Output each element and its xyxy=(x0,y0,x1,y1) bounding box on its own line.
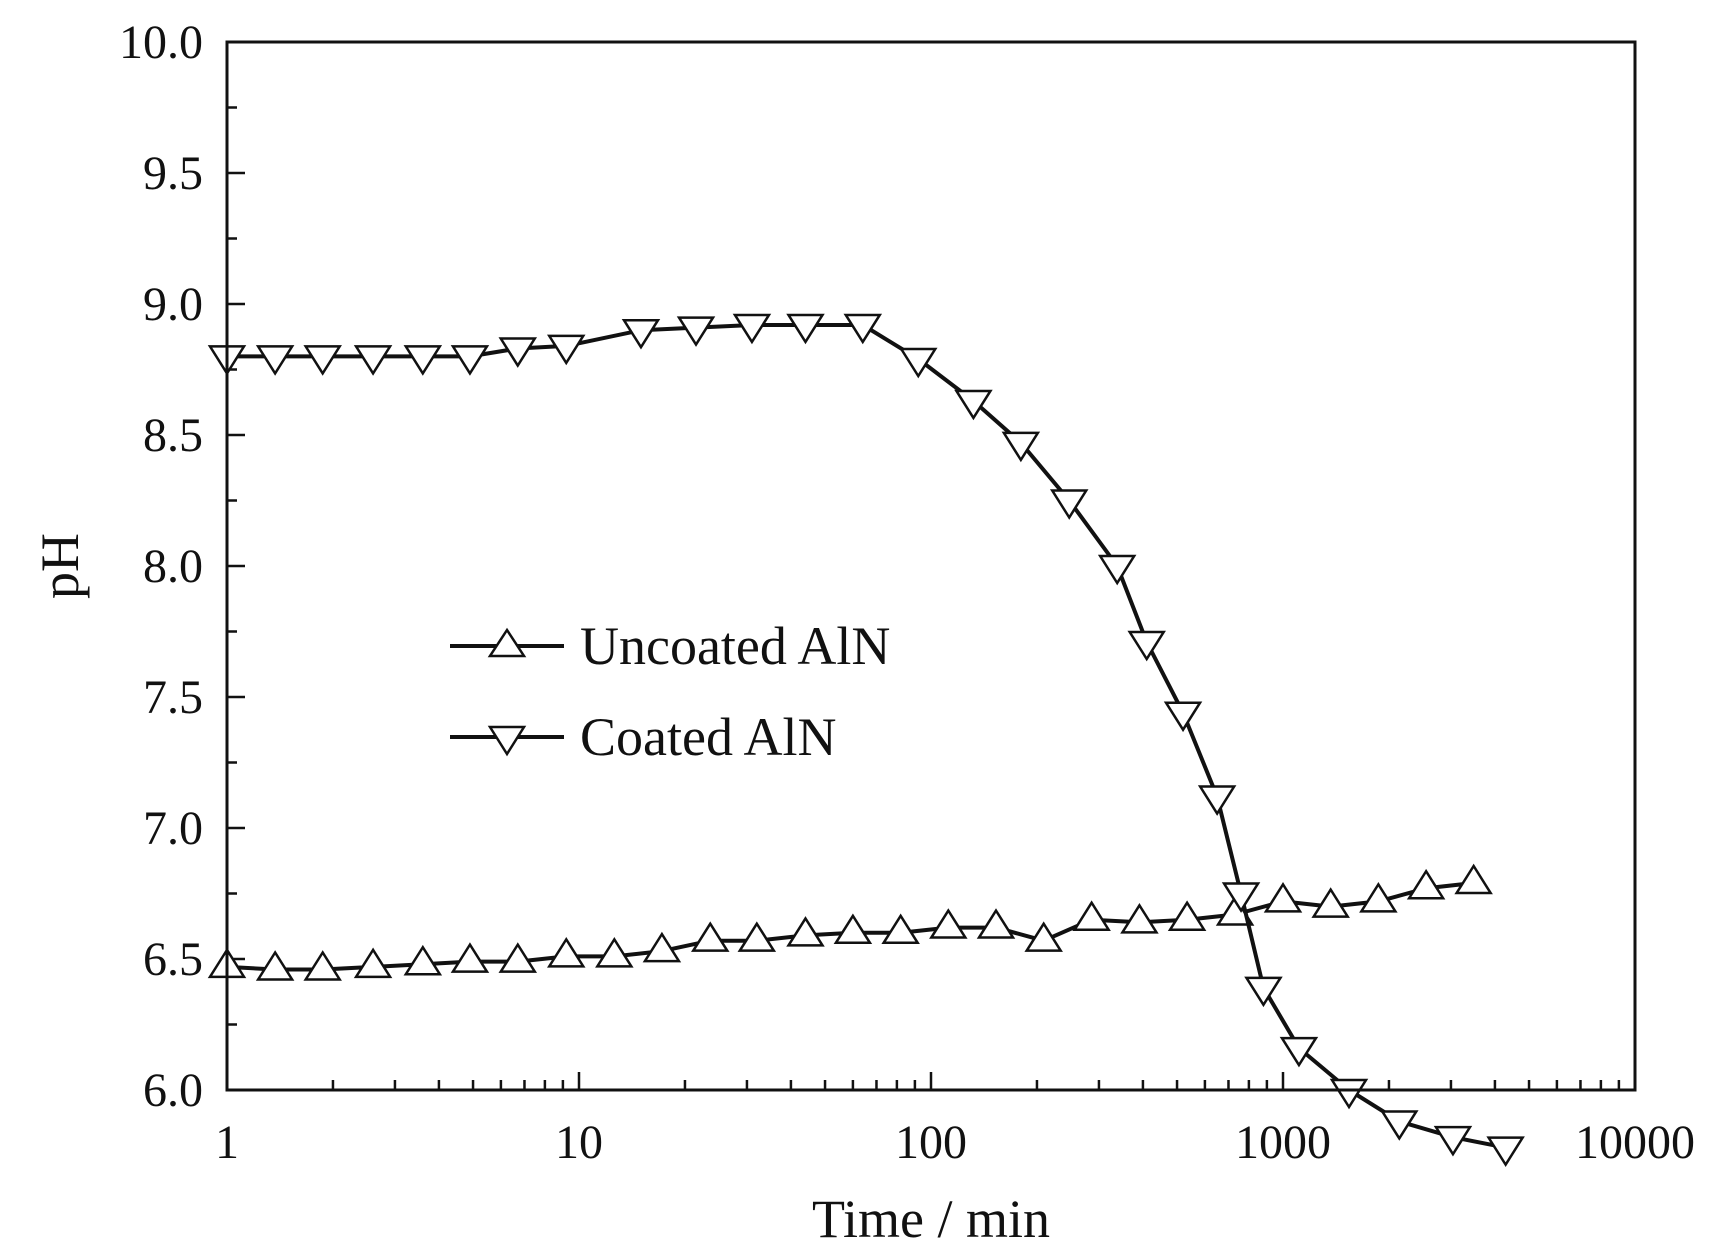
x-tick-label: 10000 xyxy=(1575,1116,1695,1169)
data-point-uncoated-aln xyxy=(1311,887,1350,918)
data-point-uncoated-aln xyxy=(1072,900,1111,931)
data-point-uncoated-aln xyxy=(833,913,873,945)
tick-labels: 1 10 100 1000 10000 6.0 6.5 7.0 7.5 8.0 8.5 9.0 9.5 1… xyxy=(119,16,1695,1169)
data-point-coated-aln xyxy=(1433,1125,1473,1157)
y-tick-label: 6.0 xyxy=(143,1064,203,1117)
data-point-uncoated-aln xyxy=(353,947,393,979)
data-point-uncoated-aln xyxy=(1120,902,1159,934)
y-tick-label: 9.0 xyxy=(143,278,203,331)
data-point-coated-aln xyxy=(1127,630,1166,662)
y-tick-label: 7.5 xyxy=(143,671,203,724)
data-point-uncoated-aln xyxy=(450,942,490,973)
data-point-coated-aln xyxy=(898,347,938,379)
x-axis-label: Time / min xyxy=(812,1189,1050,1249)
data-point-uncoated-aln xyxy=(1406,868,1446,900)
data-point-coated-aln xyxy=(450,345,490,376)
series-line-coated-aln xyxy=(227,323,1506,1150)
data-point-uncoated-aln xyxy=(737,921,777,952)
series-coated-aln xyxy=(207,313,1525,1167)
data-point-coated-aln xyxy=(732,313,772,345)
legend-item-uncoated: Uncoated AlN xyxy=(450,616,890,676)
legend-label-coated: Coated AlN xyxy=(580,707,836,767)
series-uncoated-aln xyxy=(207,863,1493,981)
plot-frame xyxy=(225,40,1637,1092)
data-point-uncoated-aln xyxy=(1167,900,1207,931)
legend-marker-uncoated xyxy=(487,627,527,658)
x-tick-label: 10 xyxy=(555,1116,603,1169)
data-point-coated-aln xyxy=(498,337,538,368)
data-point-coated-aln xyxy=(403,345,443,376)
data-point-coated-aln xyxy=(621,318,661,350)
data-point-coated-aln xyxy=(786,313,825,345)
x-tick-label: 100 xyxy=(895,1116,967,1169)
data-point-coated-aln xyxy=(1244,976,1283,1008)
legend-label-uncoated: Uncoated AlN xyxy=(580,616,890,676)
data-point-uncoated-aln xyxy=(303,950,342,981)
data-point-coated-aln xyxy=(1197,785,1237,816)
data-point-coated-aln xyxy=(954,389,993,421)
data-point-coated-aln xyxy=(1279,1036,1319,1068)
data-point-uncoated-aln xyxy=(929,908,968,939)
data-point-coated-aln xyxy=(1486,1136,1525,1167)
data-point-coated-aln xyxy=(1329,1078,1369,1110)
data-point-uncoated-aln xyxy=(498,942,538,973)
data-point-uncoated-aln xyxy=(881,913,920,945)
legend-marker-coated xyxy=(487,725,527,757)
x-tick-label: 1000 xyxy=(1235,1116,1331,1169)
data-series xyxy=(207,313,1525,1167)
data-point-uncoated-aln xyxy=(1263,882,1303,913)
y-tick-label: 7.0 xyxy=(143,802,203,855)
data-point-coated-aln xyxy=(843,313,883,345)
legend-item-coated: Coated AlN xyxy=(450,707,836,767)
data-point-coated-aln xyxy=(1221,882,1261,913)
data-point-uncoated-aln xyxy=(786,916,825,947)
y-tick-label: 6.5 xyxy=(143,933,203,986)
data-point-coated-aln xyxy=(1001,431,1041,463)
data-point-uncoated-aln xyxy=(691,921,730,952)
data-point-coated-aln xyxy=(1163,701,1203,733)
data-point-uncoated-aln xyxy=(642,931,682,963)
y-tick-label: 10.0 xyxy=(119,16,203,69)
data-point-uncoated-aln xyxy=(595,937,634,968)
y-tick-label: 8.0 xyxy=(143,540,203,593)
x-tick-label: 1 xyxy=(215,1116,239,1169)
data-point-coated-aln xyxy=(546,334,586,366)
data-point-coated-aln xyxy=(303,345,342,376)
data-point-uncoated-aln xyxy=(403,944,443,976)
data-point-uncoated-aln xyxy=(1024,921,1063,952)
data-point-uncoated-aln xyxy=(1454,863,1493,895)
data-point-coated-aln xyxy=(353,345,393,376)
data-point-coated-aln xyxy=(1049,489,1089,520)
data-point-uncoated-aln xyxy=(255,950,295,981)
y-tick-label: 8.5 xyxy=(143,409,203,462)
data-point-coated-aln xyxy=(255,345,295,376)
y-axis-label: pH xyxy=(30,533,90,599)
y-tick-label: 9.5 xyxy=(143,147,203,200)
data-point-uncoated-aln xyxy=(546,937,586,968)
data-point-coated-aln xyxy=(1380,1110,1419,1141)
axis-ticks xyxy=(225,40,1621,1092)
legend: Uncoated AlN Coated AlN xyxy=(450,616,890,767)
data-point-coated-aln xyxy=(676,316,716,347)
data-point-uncoated-aln xyxy=(976,908,1016,939)
data-point-coated-aln xyxy=(1097,554,1137,586)
data-point-uncoated-aln xyxy=(1359,882,1398,913)
